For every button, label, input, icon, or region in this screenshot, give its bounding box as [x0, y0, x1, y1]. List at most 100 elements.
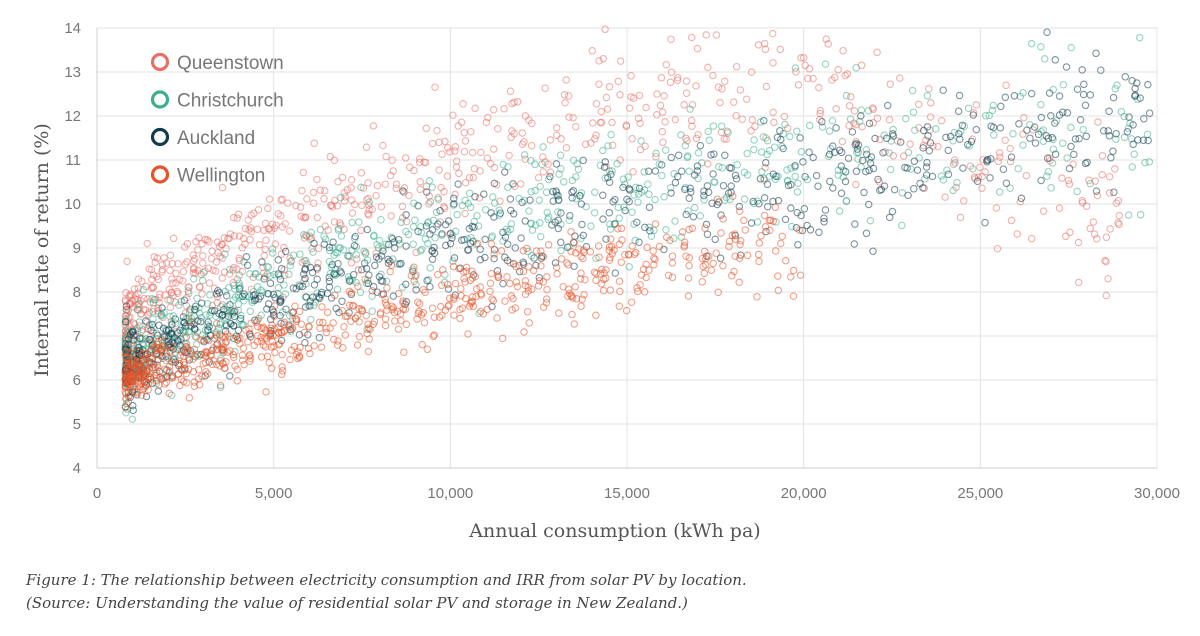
data-point: [218, 301, 227, 309]
data-point: [470, 164, 479, 173]
data-point: [556, 151, 565, 160]
data-point: [763, 180, 772, 189]
data-point: [657, 74, 666, 82]
data-point: [384, 255, 392, 264]
data-point: [260, 226, 268, 235]
data-point: [1090, 230, 1099, 238]
data-point: [1064, 176, 1073, 185]
data-point: [950, 128, 959, 137]
data-point: [286, 355, 294, 364]
data-point: [465, 189, 474, 198]
data-point: [433, 126, 441, 135]
data-point: [260, 251, 269, 260]
data-point: [640, 288, 649, 296]
data-point: [627, 72, 635, 80]
data-point: [310, 239, 318, 248]
data-point: [184, 283, 192, 291]
data-point: [862, 146, 871, 154]
data-point: [387, 212, 395, 220]
data-point: [200, 336, 208, 345]
data-point: [989, 101, 997, 110]
data-point: [372, 253, 381, 261]
data-point: [1070, 150, 1078, 159]
data-point: [630, 191, 638, 199]
data-point: [710, 178, 718, 186]
data-point: [369, 122, 378, 130]
data-point: [460, 129, 469, 137]
data-point: [261, 334, 269, 342]
data-point: [267, 324, 275, 333]
data-point: [307, 315, 315, 324]
scatter-chart: 0 5,000 10,000 15,000 20,000 25,000 30,0004567…: [31, 20, 1180, 542]
data-point: [999, 165, 1008, 173]
data-point: [1105, 172, 1114, 181]
data-point: [368, 205, 376, 214]
data-point: [430, 331, 438, 339]
data-point: [364, 320, 372, 329]
data-point: [1104, 274, 1112, 283]
data-point: [781, 215, 790, 224]
y-tick-label: 6: [73, 372, 81, 389]
data-point: [805, 64, 814, 73]
data-point: [941, 193, 949, 201]
data-point: [402, 211, 410, 219]
data-point: [575, 192, 584, 200]
data-point: [424, 239, 432, 248]
data-point: [1102, 257, 1110, 266]
data-point: [468, 293, 477, 301]
x-tick-label: 30,000: [1134, 485, 1180, 502]
data-point: [180, 296, 189, 305]
data-point: [869, 105, 878, 114]
data-point: [413, 315, 421, 323]
data-point: [956, 135, 964, 143]
data-point: [779, 144, 787, 153]
legend-item-auckland: Auckland: [150, 127, 255, 149]
data-point: [605, 208, 614, 217]
data-point: [1022, 171, 1031, 180]
data-point: [696, 141, 705, 150]
data-point: [428, 139, 437, 148]
data-point: [1045, 89, 1054, 97]
legend-marker-icon: [150, 90, 170, 109]
data-point: [516, 180, 525, 188]
data-point: [1105, 189, 1114, 197]
data-point: [329, 238, 337, 246]
data-point: [365, 324, 373, 332]
data-point: [718, 85, 726, 93]
data-point: [615, 214, 623, 222]
data-point: [592, 311, 600, 320]
data-point: [260, 324, 268, 333]
data-point: [951, 159, 959, 167]
data-point: [266, 279, 275, 288]
data-point: [475, 194, 484, 202]
data-point: [1110, 188, 1118, 196]
data-point: [628, 242, 636, 250]
data-point: [837, 162, 846, 170]
data-point: [774, 196, 783, 205]
data-point: [179, 358, 188, 366]
data-point: [166, 266, 174, 275]
data-point: [481, 205, 490, 214]
data-point: [362, 264, 371, 273]
data-point: [362, 311, 371, 320]
data-point: [569, 238, 578, 246]
data-point: [1131, 91, 1140, 99]
data-point: [504, 183, 512, 192]
data-point: [233, 377, 242, 385]
data-point: [221, 250, 229, 258]
data-point: [847, 93, 855, 101]
data-point: [1086, 179, 1094, 188]
data-point: [661, 146, 670, 154]
data-point: [554, 224, 563, 233]
data-point: [527, 141, 536, 150]
data-point: [388, 156, 396, 165]
data-point: [690, 204, 699, 212]
data-point: [783, 166, 791, 174]
data-point: [270, 224, 279, 232]
data-point: [245, 352, 254, 360]
data-point: [645, 203, 654, 211]
data-point: [660, 245, 668, 254]
data-point: [634, 190, 643, 198]
data-point: [681, 141, 690, 150]
data-point: [937, 116, 946, 125]
